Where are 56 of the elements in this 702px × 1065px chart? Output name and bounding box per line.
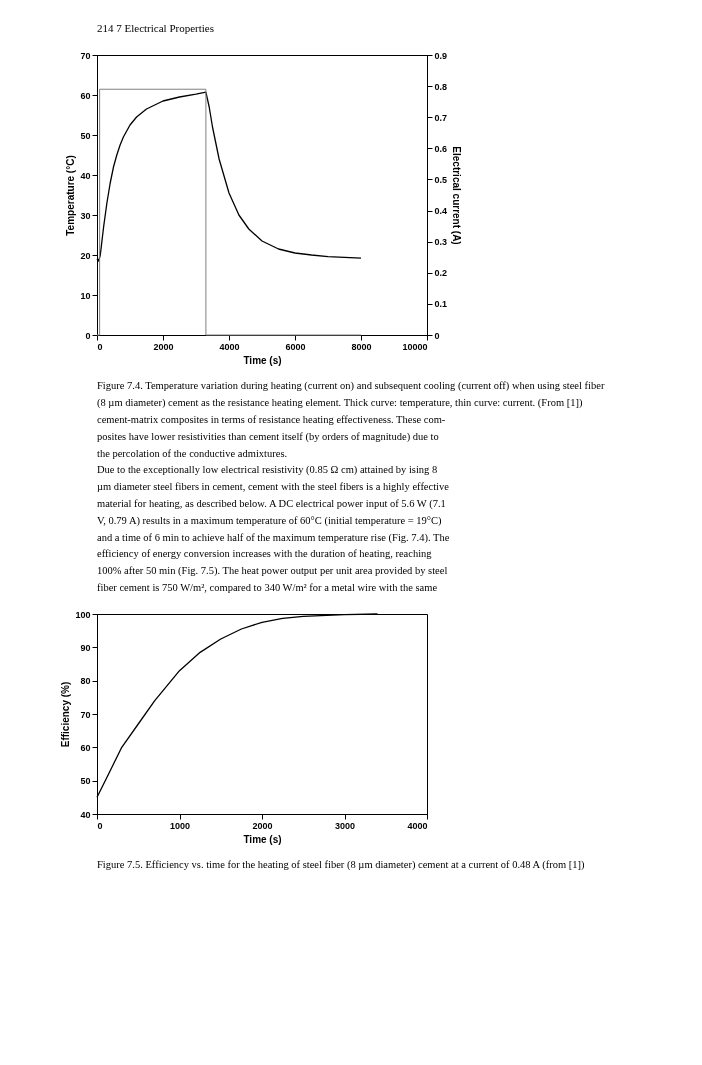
y2-tick-label: 0.5 [434, 174, 448, 185]
y-tick-label: 30 [80, 210, 91, 221]
y-tick-label: 50 [80, 130, 91, 141]
text: the percolation of the conductive admixtures. [97, 447, 288, 459]
text: V, 0.79 A) results in a maximum temperature of 60°C (initial temperature = 19°C) [97, 514, 443, 527]
x-tick-label: 0 [97, 341, 103, 352]
text: material for heating, as described below. A DC electrical power input of 5.6 W (7.1 [97, 498, 446, 510]
x-tick-label: 10000 [402, 341, 428, 352]
x-tick-label: 2000 [153, 341, 174, 352]
y-tick-label: 40 [80, 809, 91, 820]
x-tick-label: 4000 [219, 341, 240, 352]
y-tick-label: 0 [85, 330, 91, 341]
text: posites have lower resistivities than cement itself (by orders of magnitude) due to [97, 430, 439, 443]
y-tick-label: 60 [80, 742, 91, 753]
x-tick-label: 0 [97, 820, 103, 831]
y2-axis-title: Electrical current (A) [451, 146, 463, 245]
y-tick-label: 70 [80, 50, 91, 61]
y-axis-title: Temperature (°C) [65, 155, 77, 236]
y2-tick-label: 0 [434, 330, 440, 341]
x-tick-label: 2000 [252, 820, 273, 831]
y-tick-label: 40 [80, 170, 91, 181]
text: fiber cement is 750 W/m², compared to 340 W/m² for a metal wire with the same [97, 582, 438, 593]
y2-tick-label: 0.6 [434, 143, 448, 154]
caption: Figure 7.5. Efficiency vs. time for the heating of steel fiber (8 µm diameter) cement at a current of 0.48 A (from [1]) [97, 859, 586, 872]
x-tick-label: 3000 [334, 820, 356, 831]
text: Due to the exceptionally low electrical resistivity (0.85 Ω cm) attained by ising 8 [97, 464, 438, 477]
y2-tick-label: 0.7 [434, 112, 448, 123]
y-tick-label: 90 [80, 642, 91, 653]
y-tick-label: 60 [80, 90, 91, 101]
y-tick-label: 80 [80, 676, 91, 687]
y-tick-label: 20 [80, 250, 91, 261]
text: 100% after 50 min (Fig. 7.5). The heat power output per unit area provided by steel [97, 565, 448, 578]
y-tick-label: 70 [80, 709, 91, 720]
text: (8 µm diameter) cement as the resistance heating element. Thick curve: temperature, thin curve: current. (From [1]) [97, 397, 583, 410]
text: cement-matrix composites in terms of resistance heating effectiveness. These com- [97, 414, 446, 425]
y2-tick-label: 0.1 [434, 299, 448, 310]
y-tick-label: 100 [75, 609, 91, 620]
y-axis-title: Efficiency (%) [60, 681, 72, 748]
text: µm diameter steel fibers in cement, cement with the steel fibers is a highly effective [97, 481, 450, 493]
chart-title: 214 7 Electrical Properties [97, 21, 214, 34]
y-tick-label: 10 [80, 290, 91, 301]
text: efficiency of energy conversion increases with the duration of heating, reaching [97, 548, 433, 560]
caption: Figure 7.4. Temperature variation during heating (current on) and subsequent cooling (current off) when using steel fiber [97, 380, 605, 393]
y2-tick-label: 0.2 [434, 268, 448, 279]
x-tick-label: 8000 [351, 341, 372, 352]
x-tick-label: 4000 [407, 820, 428, 831]
y2-tick-label: 0.3 [434, 237, 448, 248]
y2-tick-label: 0.9 [434, 50, 448, 61]
y2-tick-label: 0.8 [434, 81, 448, 92]
x-axis-title: Time (s) [243, 833, 282, 845]
y-tick-label: 50 [80, 776, 91, 787]
x-tick-label: 6000 [285, 341, 306, 352]
y2-tick-label: 0.4 [434, 206, 448, 217]
x-tick-label: 1000 [169, 820, 191, 831]
text: and a time of 6 min to achieve half of the maximum temperature rise (Fig. 7.4). The [97, 531, 450, 544]
x-axis-title: Time (s) [243, 354, 282, 366]
